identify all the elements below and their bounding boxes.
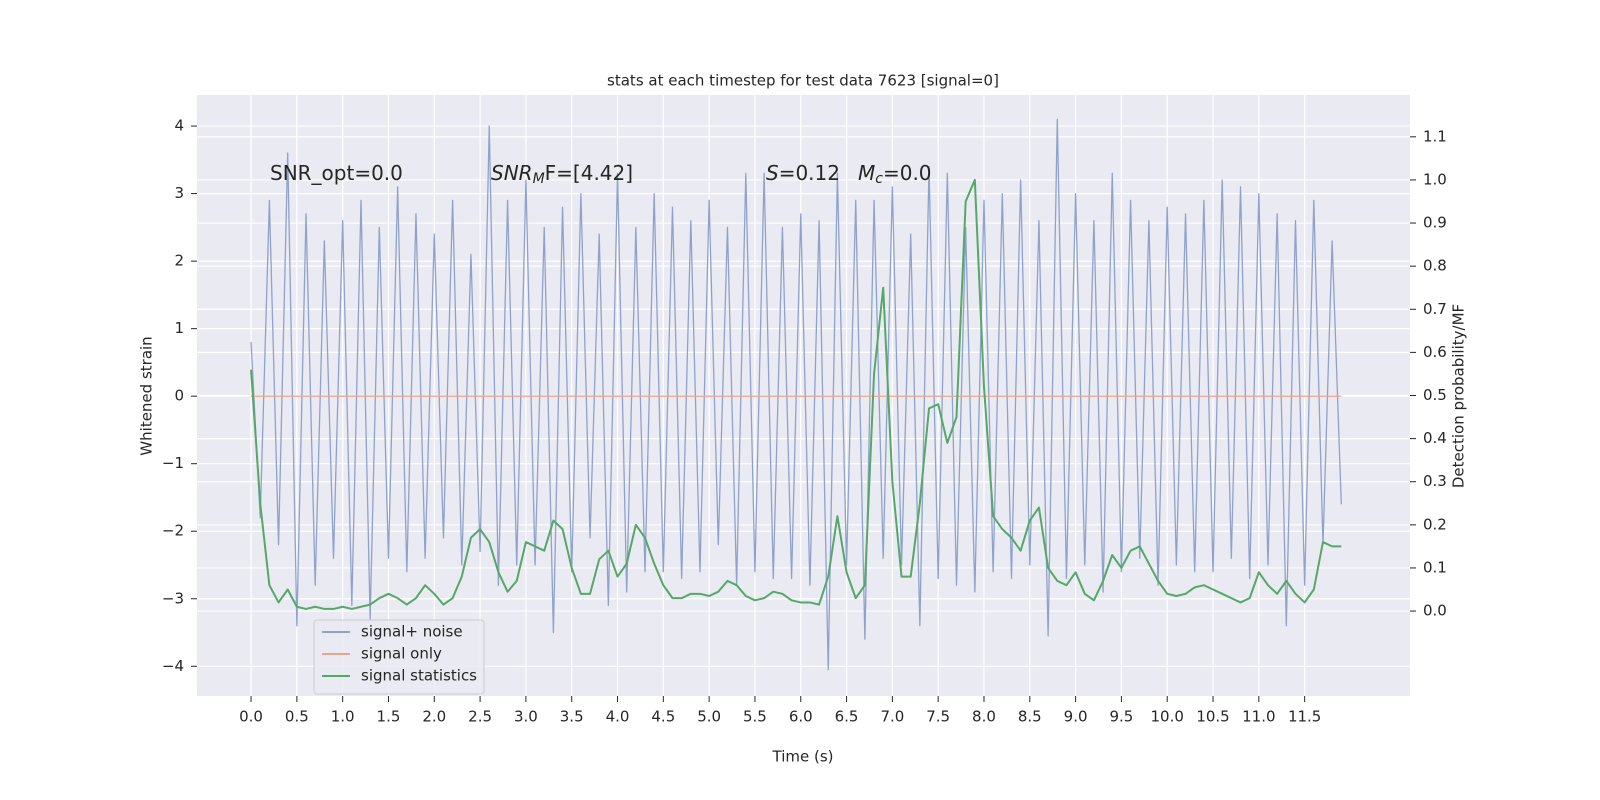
y-tick-label: 1 [174,319,184,337]
y-tick-label: 4 [174,117,184,135]
annotation-text: S [766,161,779,185]
x-tick-label: 10.0 [1151,708,1184,726]
x-axis-label: Time (s) [772,748,834,766]
annotation: Mc=0.0 [858,161,932,188]
x-tick-label: 2.0 [422,708,446,726]
y2-tick-label: 0.8 [1423,257,1447,275]
y-tick-label: −1 [162,454,184,472]
x-tick-label: 3.0 [514,708,538,726]
legend: signal+ noise signal only signal statistic… [313,619,485,695]
annotation-text: F=[4.42] [545,161,633,185]
annotation-text: =0.12 [779,161,840,185]
x-tick-label: 10.5 [1196,708,1229,726]
y2-tick-label: 0.3 [1423,472,1447,490]
annotation-text: =0.0 [883,161,932,185]
y2-tick-label: 0.4 [1423,429,1447,447]
y-tick-label: 3 [174,184,184,202]
annotation-subscript: M [533,171,545,187]
x-tick-label: 8.0 [972,708,996,726]
y2-tick-label: 0.1 [1423,558,1447,576]
x-tick-label: 2.5 [468,708,492,726]
annotation-subscript: c [875,171,883,187]
legend-label: signal only [361,645,442,663]
y-tick-label: −3 [162,589,184,607]
x-tick-label: 0.5 [285,708,309,726]
x-tick-label: 1.0 [331,708,355,726]
legend-label: signal+ noise [361,623,463,641]
y2-tick-label: 0.0 [1423,602,1447,620]
y-tick-label: −4 [162,657,184,675]
x-tick-label: 7.5 [926,708,950,726]
y2-axis-label: Detection probability/MF [1450,304,1468,488]
x-tick-label: 4.0 [606,708,630,726]
annotation-text: SNR [491,161,533,185]
x-tick-label: 7.0 [880,708,904,726]
y2-tick-label: 0.5 [1423,386,1447,404]
y-tick-label: 0 [174,387,184,405]
legend-box [313,619,485,695]
y2-tick-label: 1.1 [1423,127,1447,145]
annotation: SNRMF=[4.42] [491,161,633,188]
x-tick-label: 3.5 [560,708,584,726]
x-tick-label: 6.0 [789,708,813,726]
chart-title: stats at each timestep for test data 762… [607,72,999,90]
x-tick-label: 5.5 [743,708,767,726]
y-tick-label: 2 [174,252,184,270]
x-tick-label: 0.0 [239,708,263,726]
y-axis-label: Whitened strain [138,336,156,455]
x-tick-label: 6.5 [835,708,859,726]
x-tick-label: 9.5 [1109,708,1133,726]
x-tick-label: 8.5 [1018,708,1042,726]
series-line [250,178,1342,610]
x-tick-label: 1.5 [377,708,401,726]
y2-tick-label: 1.0 [1423,170,1447,188]
y2-tick-label: 0.9 [1423,214,1447,232]
y2-tick-label: 0.6 [1423,343,1447,361]
marks [250,118,1342,671]
x-tick-label: 11.5 [1288,708,1321,726]
annotation-text: SNR_opt=0.0 [270,161,403,185]
x-tick-label: 9.0 [1064,708,1088,726]
annotation-text: M [858,161,875,185]
y2-tick-label: 0.2 [1423,515,1447,533]
y-tick-label: −2 [162,522,184,540]
x-tick-label: 5.0 [697,708,721,726]
x-tick-label: 4.5 [651,708,675,726]
annotation: SNR_opt=0.0 [270,161,403,185]
legend-label: signal statistics [361,667,477,685]
x-tick-label: 11.0 [1242,708,1275,726]
annotation: S=0.12 [766,161,840,185]
y2-tick-label: 0.7 [1423,300,1447,318]
